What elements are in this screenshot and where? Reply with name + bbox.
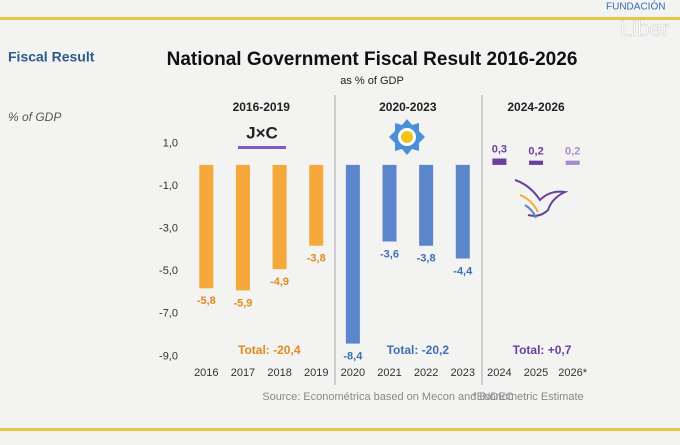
group-label: 2024-2026 xyxy=(507,100,565,114)
x-tick-label: 2022 xyxy=(414,367,438,379)
x-tick-label: 2024 xyxy=(487,367,511,379)
bottom-rule xyxy=(0,428,680,431)
value-label: -3,8 xyxy=(417,253,436,265)
value-label: 0,3 xyxy=(492,143,507,155)
bird-wing xyxy=(524,204,537,219)
bar xyxy=(235,164,250,291)
brand: Liber xyxy=(620,16,669,41)
sun-logo xyxy=(389,119,425,155)
group-total: Total: +0,7 xyxy=(513,343,572,357)
bar xyxy=(272,164,287,270)
logo-underline xyxy=(238,146,286,149)
group-label: 2016-2019 xyxy=(233,100,291,114)
bar xyxy=(492,158,507,165)
footnote: *Econometric Estimate xyxy=(472,391,583,403)
logo-text: J×C xyxy=(246,123,278,142)
value-label: -3,6 xyxy=(380,248,399,260)
bar xyxy=(309,164,324,246)
bird-logo xyxy=(514,179,569,219)
value-label: -4,4 xyxy=(453,265,473,277)
y-tick-label: 1,0 xyxy=(163,138,178,150)
bar xyxy=(419,164,434,246)
side-title: Fiscal Result xyxy=(8,49,95,65)
sun-core xyxy=(401,131,413,143)
group-total: Total: -20,2 xyxy=(387,343,450,357)
x-tick-label: 2023 xyxy=(451,367,475,379)
group-label: 2020-2023 xyxy=(379,100,437,114)
side-unit: % of GDP xyxy=(8,110,61,124)
y-tick-label: -5,0 xyxy=(159,265,178,277)
group-total: Total: -20,4 xyxy=(238,343,301,357)
y-tick-label: -1,0 xyxy=(159,180,178,192)
x-tick-label: 2026* xyxy=(558,367,587,379)
x-tick-label: 2019 xyxy=(304,367,328,379)
bar xyxy=(455,164,470,259)
value-label: -8,4 xyxy=(343,351,363,363)
y-tick-label: -9,0 xyxy=(159,350,178,362)
chart-subtitle: as % of GDP xyxy=(340,75,404,87)
y-tick-label: -3,0 xyxy=(159,223,178,235)
x-tick-label: 2020 xyxy=(341,367,365,379)
value-label: 0,2 xyxy=(565,146,580,158)
source: Source: Econométrica based on Mecon and … xyxy=(262,391,513,403)
bar xyxy=(382,164,397,242)
value-label: -5,9 xyxy=(233,297,252,309)
bar xyxy=(345,164,360,344)
y-tick-label: -7,0 xyxy=(159,308,178,320)
value-label: -3,8 xyxy=(307,253,326,265)
top-rule xyxy=(0,17,680,20)
x-tick-label: 2021 xyxy=(377,367,401,379)
chart-title: National Government Fiscal Result 2016-2… xyxy=(167,49,578,70)
brand: FUNDACIÓN xyxy=(606,0,665,13)
bar xyxy=(199,164,214,289)
value-label: 0,2 xyxy=(528,146,543,158)
bird-wing xyxy=(519,194,539,213)
x-tick-label: 2017 xyxy=(231,367,255,379)
bar xyxy=(529,160,544,165)
value-label: -5,8 xyxy=(197,295,216,307)
bird-wing xyxy=(514,179,569,217)
x-tick-label: 2016 xyxy=(194,367,218,379)
x-tick-label: 2025 xyxy=(524,367,548,379)
value-label: -4,9 xyxy=(270,276,289,288)
x-tick-label: 2018 xyxy=(267,367,291,379)
bar xyxy=(565,160,580,165)
